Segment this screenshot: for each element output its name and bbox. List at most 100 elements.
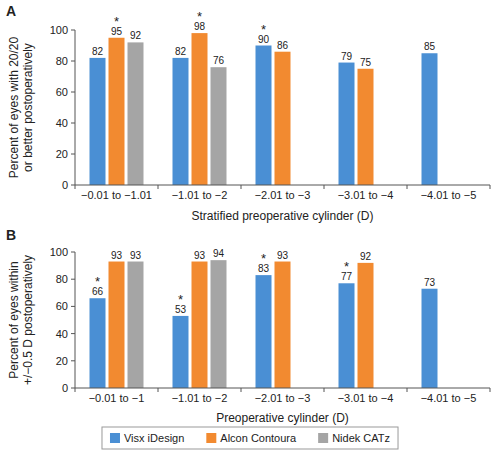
y-tick-label: 40: [56, 328, 68, 340]
significance-marker: *: [197, 9, 202, 24]
y-tick-label: 80: [56, 273, 68, 285]
x-axis-line: [75, 185, 490, 186]
x-tick: [324, 185, 325, 189]
bar: [275, 262, 291, 388]
y-axis-title-line: or better postoperatively: [21, 43, 35, 172]
y-axis-title-line: Percent of eyes with 20/20: [7, 36, 21, 178]
data-label: 82: [175, 46, 187, 57]
significance-marker: *: [95, 274, 100, 289]
bar: [358, 69, 374, 185]
y-axis-title-line: +/−0.5 D postoperatively: [21, 255, 35, 385]
legend-label: Nidek CATz: [332, 432, 390, 444]
y-tick: [71, 61, 75, 62]
data-label: 75: [360, 57, 372, 68]
legend-swatch: [206, 433, 216, 443]
data-label: 73: [424, 277, 436, 288]
significance-marker: *: [178, 292, 183, 307]
bar: [128, 42, 144, 185]
legend-label: Visx iDesign: [124, 432, 184, 444]
legend-swatch: [318, 433, 328, 443]
bar: [192, 33, 208, 185]
y-tick: [71, 388, 75, 389]
bar: [422, 53, 438, 185]
x-tick: [490, 388, 491, 392]
x-tick: [158, 185, 159, 189]
bar: [275, 52, 291, 185]
y-tick-label: 40: [56, 117, 68, 129]
significance-marker: *: [261, 22, 266, 37]
x-tick: [75, 388, 76, 392]
y-axis-title: Percent of eyes with 20/20or better post…: [7, 36, 35, 178]
y-tick: [71, 185, 75, 186]
bar: [339, 63, 355, 185]
panel: A8282907985959886759276***020406080100−0…: [6, 3, 490, 223]
bar: [192, 262, 208, 388]
panel-label: A: [6, 3, 16, 19]
panel-label: B: [6, 227, 16, 243]
x-tick-label: −2.01 to −3: [255, 189, 311, 201]
y-tick-label: 80: [56, 55, 68, 67]
data-label: 85: [424, 41, 436, 52]
data-label: 79: [341, 51, 353, 62]
data-label: 76: [213, 55, 225, 66]
significance-marker: *: [114, 14, 119, 29]
x-tick-label: −1.01 to −2: [172, 392, 228, 404]
y-tick: [71, 306, 75, 307]
data-label: 92: [130, 30, 142, 41]
y-tick: [71, 154, 75, 155]
bar: [358, 263, 374, 388]
x-tick-label: −2.01 to −3: [255, 392, 311, 404]
x-axis-title: Preoperative cylinder (D): [216, 411, 349, 425]
x-tick: [407, 388, 408, 392]
bars: [90, 33, 438, 185]
x-tick: [490, 185, 491, 189]
y-tick-label: 60: [56, 86, 68, 98]
data-label: 92: [360, 251, 372, 262]
y-tick: [71, 123, 75, 124]
data-label: 82: [92, 46, 104, 57]
y-tick-label: 100: [50, 24, 68, 36]
bar: [422, 289, 438, 388]
y-tick-label: 100: [50, 246, 68, 258]
bar: [256, 275, 272, 388]
y-tick: [71, 92, 75, 93]
y-tick-label: 20: [56, 148, 68, 160]
x-tick-label: −4.01 to −5: [421, 392, 477, 404]
x-tick: [241, 185, 242, 189]
bar: [109, 38, 125, 185]
bar: [90, 298, 106, 388]
x-tick: [324, 388, 325, 392]
bar: [173, 316, 189, 388]
bar: [109, 262, 125, 388]
y-tick-label: 20: [56, 355, 68, 367]
x-tick: [407, 185, 408, 189]
y-tick-label: 0: [62, 382, 68, 394]
bar: [173, 58, 189, 185]
y-axis-title-line: Percent of eyes within: [7, 261, 21, 378]
y-tick: [71, 360, 75, 361]
data-label: 93: [277, 250, 289, 261]
data-label: 93: [194, 250, 206, 261]
legend-swatch: [110, 433, 120, 443]
chart-canvas: A8282907985959886759276***020406080100−0…: [0, 0, 500, 450]
y-tick: [71, 279, 75, 280]
data-label: 93: [130, 250, 142, 261]
y-axis-line: [75, 30, 76, 185]
data-label: 86: [277, 40, 289, 51]
y-axis-line: [75, 252, 76, 388]
bar: [90, 58, 106, 185]
legend-label: Alcon Contoura: [220, 432, 297, 444]
y-axis-title: Percent of eyes within+/−0.5 D postopera…: [7, 255, 35, 385]
legend: Visx iDesign Alcon Contoura Nidek CATz: [102, 427, 398, 449]
x-axis-title: Stratified preoperative cylinder (D): [191, 209, 373, 223]
bar: [128, 262, 144, 388]
y-tick-label: 0: [62, 179, 68, 191]
legend-frame: [102, 427, 398, 449]
x-tick-label: −0.01 to −1.01: [81, 189, 152, 201]
x-tick-label: −4.01 to −5: [421, 189, 477, 201]
x-tick-label: −3.01 to −4: [338, 392, 394, 404]
y-tick: [71, 252, 75, 253]
y-tick: [71, 333, 75, 334]
significance-marker: *: [344, 259, 349, 274]
x-tick: [158, 388, 159, 392]
